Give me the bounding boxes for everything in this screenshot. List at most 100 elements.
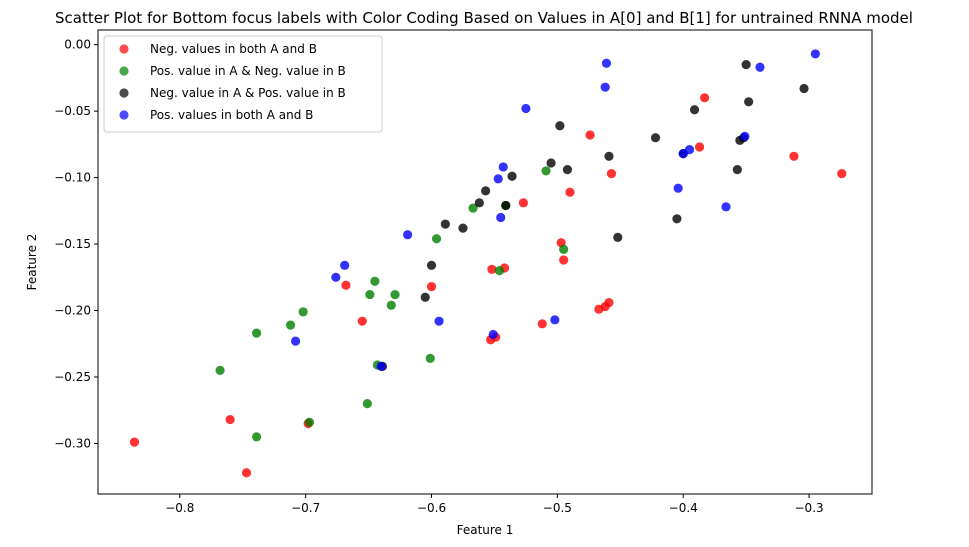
- scatter-point: [694, 142, 705, 152]
- scatter-point: [740, 131, 750, 141]
- scatter-point: [458, 223, 468, 233]
- scatter-point: [468, 203, 478, 213]
- scatter-point: [550, 315, 560, 325]
- scatter-point: [585, 130, 595, 140]
- scatter-point: [426, 260, 437, 270]
- scatter-point: [799, 83, 809, 94]
- scatter-point: [403, 230, 413, 240]
- scatter-point: [755, 62, 765, 72]
- scatter-point: [474, 198, 484, 208]
- scatter-point: [546, 158, 556, 168]
- y-tick-label: −0.05: [54, 104, 91, 118]
- y-tick-label: 0.00: [64, 38, 91, 52]
- scatter-point: [357, 316, 367, 326]
- scatter-point: [494, 266, 505, 276]
- scatter-point: [744, 97, 754, 107]
- x-tick-label: −0.4: [669, 501, 698, 515]
- scatter-point: [789, 151, 799, 161]
- scatter-point: [225, 414, 235, 425]
- scatter-point: [487, 264, 497, 274]
- legend-box: [103, 35, 383, 133]
- scatter-point: [426, 281, 437, 292]
- scatter-point: [541, 166, 551, 176]
- scatter-point: [431, 234, 442, 244]
- legend-marker: [119, 44, 129, 54]
- legend-label: Pos. values in both A and B: [150, 108, 313, 122]
- legend: Neg. values in both A and B Pos. value in…: [103, 35, 383, 133]
- scatter-point: [420, 292, 430, 302]
- scatter-point: [689, 105, 700, 115]
- x-axis-label: Feature 1: [457, 523, 514, 537]
- scatter-point: [498, 162, 508, 172]
- scatter-point: [555, 121, 565, 131]
- scatter-point: [700, 93, 710, 103]
- y-tick-label: −0.20: [54, 304, 91, 318]
- x-tick-label: −0.5: [543, 501, 572, 515]
- scatter-point: [518, 198, 528, 208]
- scatter-point: [440, 219, 450, 229]
- scatter-point: [365, 289, 375, 300]
- scatter-point: [362, 398, 372, 409]
- y-axis-label: Feature 2: [25, 234, 39, 291]
- scatter-point: [496, 212, 506, 223]
- scatter-point: [290, 336, 301, 346]
- scatter-point: [285, 320, 296, 330]
- scatter-point: [493, 174, 503, 184]
- scatter-point: [565, 187, 575, 197]
- scatter-point: [215, 365, 225, 375]
- scatter-point: [390, 289, 400, 300]
- y-tick-label: −0.15: [54, 237, 91, 251]
- scatter-point: [650, 133, 661, 143]
- scatter-point: [721, 202, 731, 212]
- y-tick-label: −0.25: [54, 370, 91, 384]
- scatter-point: [537, 319, 547, 329]
- scatter-point: [604, 297, 614, 308]
- scatter-point: [501, 200, 511, 211]
- legend-marker: [119, 66, 129, 76]
- scatter-point: [604, 151, 614, 161]
- scatter-point: [521, 103, 531, 114]
- scatter-point: [298, 307, 308, 317]
- x-tick-label: −0.7: [291, 501, 320, 515]
- scatter-point: [810, 49, 820, 59]
- scatter-point: [507, 171, 517, 181]
- x-tick-label: −0.6: [417, 501, 446, 515]
- scatter-point: [481, 186, 491, 196]
- scatter-point: [129, 437, 140, 447]
- scatter-point: [559, 255, 569, 265]
- scatter-point: [673, 183, 683, 193]
- y-axis: 0.00 −0.05 −0.10 −0.15 −0.20 −0.25 −0.30: [54, 38, 98, 450]
- legend-label: Pos. value in A & Neg. value in B: [150, 64, 346, 78]
- scatter-point: [331, 272, 341, 282]
- scatter-point: [672, 214, 682, 224]
- scatter-point: [559, 244, 569, 254]
- legend-label: Neg. value in A & Pos. value in B: [150, 86, 346, 100]
- scatter-point: [341, 280, 351, 290]
- legend-marker: [119, 88, 129, 98]
- plot-frame: [97, 29, 873, 495]
- scatter-point: [304, 417, 315, 427]
- scatter-point: [601, 58, 612, 68]
- scatter-point: [606, 168, 617, 179]
- x-tick-label: −0.8: [165, 501, 194, 515]
- scatter-point: [370, 276, 380, 286]
- scatter-point: [600, 82, 610, 92]
- scatter-point: [562, 164, 573, 175]
- legend-label: Neg. values in both A and B: [150, 42, 317, 56]
- scatter-point: [613, 232, 623, 243]
- scatter-point: [251, 432, 262, 442]
- scatter-point: [741, 59, 751, 70]
- scatter-point: [241, 468, 252, 478]
- scatter-point: [386, 300, 396, 310]
- legend-marker: [119, 110, 129, 120]
- scatter-point: [251, 328, 262, 338]
- scatter-point: [376, 361, 386, 371]
- y-tick-label: −0.10: [54, 171, 91, 185]
- scatter-point: [425, 353, 435, 363]
- scatter-point: [837, 168, 847, 179]
- chart-title: Scatter Plot for Bottom focus labels wit…: [55, 9, 913, 27]
- scatter-point: [684, 145, 695, 155]
- x-tick-label: −0.3: [795, 501, 824, 515]
